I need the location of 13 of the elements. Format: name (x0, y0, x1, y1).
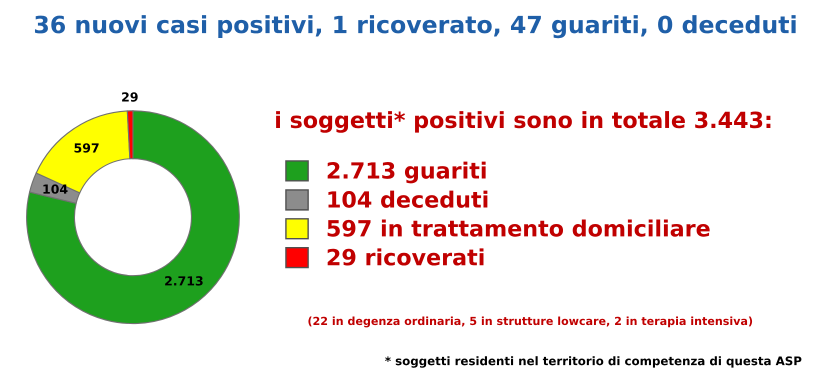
legend-label: 104 deceduti (328, 190, 488, 208)
legend-label: 29 ricoverati (328, 248, 484, 266)
text: * soggetti residenti nel territorio di competenza di questa ASP (385, 356, 802, 368)
data-label: 104 (43, 184, 68, 194)
data-label: 597 (74, 143, 99, 153)
legend-label: 597 in trattamento domiciliare (328, 220, 710, 237)
text: i soggetti* positivi sono in totale 3.443: (276, 111, 770, 133)
data-label: 2.713 (165, 276, 203, 286)
legend-label: 2.713 guariti (328, 162, 486, 184)
text: (22 in degenza ordinaria, 5 in strutture lowcare, 2 in terapia intensiva) (308, 316, 752, 328)
data-label: 29 (122, 92, 138, 102)
donut-slice (26, 110, 240, 324)
chart-title: 36 nuovi casi positivi, 1 ricoverato, 47 guariti, 0 deceduti (34, 15, 796, 38)
